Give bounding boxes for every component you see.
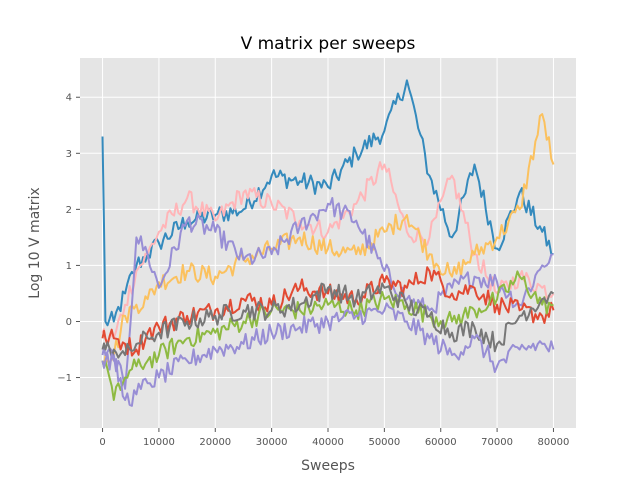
chart-title: V matrix per sweeps [241,34,416,54]
x-tick-label: 50000 [368,437,400,448]
ticks: 0 10000 20000 30000 40000 50000 60000 70000 8000… [57,93,569,448]
series-line-1 [101,79,554,327]
series-line-5 [101,266,555,357]
y-tick-label: −1 [57,373,72,384]
series-line-8 [101,302,555,407]
x-axis-label: Sweeps [301,458,355,474]
y-tick-label: 1 [66,261,72,272]
y-tick-label: 3 [66,149,72,160]
series-line-6 [101,270,554,401]
y-axis-label: Log 10 V matrix [27,187,43,298]
x-tick-label: 70000 [481,437,513,448]
x-tick-label: 10000 [143,437,175,448]
series-line-3 [101,113,555,367]
x-tick-label: 30000 [256,437,288,448]
y-tick-label: 2 [66,205,72,216]
x-tick-label: 0 [99,437,105,448]
x-tick-label: 60000 [425,437,457,448]
y-tick-label: 0 [66,317,72,328]
x-tick-label: 80000 [538,437,570,448]
x-tick-label: 20000 [199,437,231,448]
series-line-4 [101,197,554,390]
series-layer [101,79,555,407]
y-tick-label: 4 [66,93,72,104]
series-line-2 [101,161,555,344]
x-tick-label: 40000 [312,437,344,448]
